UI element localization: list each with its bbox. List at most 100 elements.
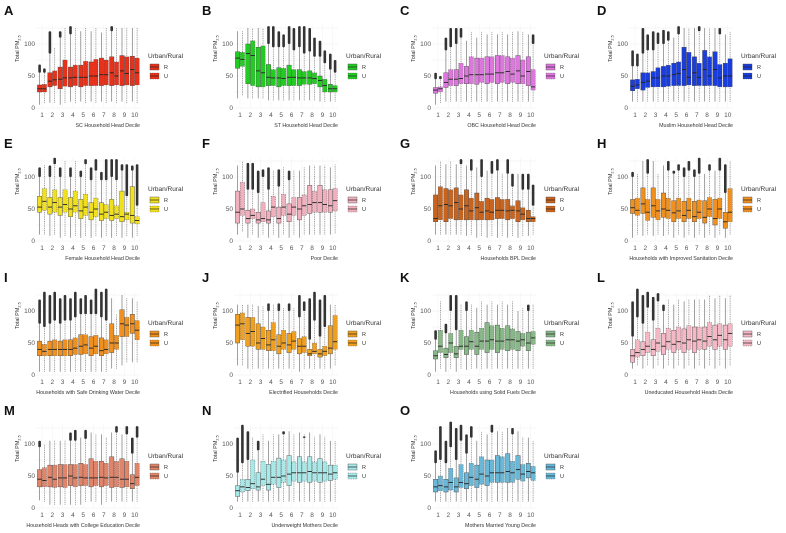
x-tick-label: 3 — [259, 245, 263, 252]
y-tick-label: 50 — [621, 206, 629, 213]
x-axis-title: Underweight Mothers Decile — [271, 523, 338, 529]
legend-label-r: R — [164, 332, 168, 338]
outlier-points-u — [511, 428, 514, 435]
box-r-decile-4 — [68, 197, 73, 217]
outlier-points-u — [292, 28, 296, 51]
box-r-decile-2 — [640, 341, 646, 357]
outlier-points-u — [531, 34, 535, 44]
box-r-decile-8 — [109, 456, 115, 488]
outlier-points-r — [58, 298, 62, 324]
box-u-decile-10 — [530, 466, 536, 481]
y-axis-title-text: Total PM — [411, 40, 417, 62]
x-tick-label: 5 — [477, 245, 481, 252]
box-u-decile-6 — [291, 197, 297, 216]
outlier-points-r — [131, 165, 134, 171]
box-u-decile-3 — [62, 189, 68, 213]
box-u-decile-7 — [499, 456, 505, 483]
box-u-decile-10 — [332, 188, 338, 212]
outlier-points-r — [434, 450, 437, 464]
y-tick-label: 100 — [222, 441, 233, 448]
y-axis-title-subscript: 2.5 — [414, 302, 418, 307]
x-axis-title: Mothers Married Young Decile — [465, 523, 536, 529]
box-u-decile-8 — [707, 322, 712, 347]
panel-letter: C — [400, 3, 410, 18]
outlier-points-r — [110, 159, 113, 177]
box-r-decile-4 — [661, 192, 666, 218]
y-tick-label: 0 — [229, 238, 233, 245]
box-r-decile-6 — [484, 56, 490, 84]
panel-letter: E — [4, 136, 13, 151]
box-u-decile-1 — [438, 475, 443, 491]
outlier-points-u — [272, 26, 275, 48]
box-u-decile-9 — [717, 197, 723, 219]
y-tick-label: 0 — [229, 372, 233, 379]
legend-title: Urban/Rural — [148, 53, 184, 60]
outlier-points-u — [459, 424, 463, 441]
legend-label-r: R — [560, 65, 564, 71]
x-tick-label: 5 — [81, 379, 85, 386]
box-r-decile-7 — [98, 461, 104, 488]
box-u-decile-3 — [260, 461, 266, 486]
box-u-decile-9 — [520, 464, 526, 482]
box-u-decile-4 — [270, 461, 276, 485]
x-tick-label: 1 — [40, 112, 44, 119]
outlier-points-u — [656, 32, 660, 44]
box-r-decile-1 — [37, 195, 43, 213]
y-axis-title-subscript: 2.5 — [216, 35, 220, 40]
x-tick-label: 10 — [527, 245, 535, 252]
box-u-decile-10 — [530, 69, 536, 91]
outlier-points-r — [277, 169, 281, 187]
outlier-points-r — [110, 26, 113, 32]
x-tick-label: 3 — [61, 512, 65, 519]
x-tick-label: 8 — [112, 379, 116, 386]
y-axis-title: Total PM2.5 — [213, 168, 220, 195]
box-u-decile-3 — [62, 339, 68, 356]
box-r-decile-3 — [57, 197, 63, 216]
outlier-points-r — [48, 165, 52, 177]
legend-label-r: R — [164, 198, 168, 204]
y-tick-label: 50 — [28, 340, 36, 347]
x-tick-label: 10 — [329, 512, 337, 519]
box-u-decile-4 — [468, 463, 474, 486]
box-u-decile-8 — [312, 342, 317, 355]
box-r-decile-5 — [276, 334, 282, 355]
x-axis-title: Electrified Households Decile — [269, 390, 338, 396]
box-r-decile-1 — [235, 51, 240, 69]
box-u-decile-7 — [696, 326, 702, 350]
y-axis-title-text: Total PM — [411, 173, 417, 195]
box-u-decile-2 — [52, 189, 58, 213]
outlier-points-r — [506, 159, 509, 174]
outlier-points-r — [631, 301, 634, 337]
outlier-points-u — [53, 157, 56, 165]
outlier-points-r — [256, 170, 260, 193]
legend: Urban/Rural RU — [346, 53, 382, 80]
legend: Urban/Rural RU — [544, 186, 580, 213]
x-tick-label: 2 — [248, 379, 252, 386]
box-u-decile-5 — [479, 57, 484, 83]
box-r-decile-2 — [245, 479, 251, 491]
y-axis-title: Total PM2.5 — [608, 168, 615, 195]
box-u-decile-5 — [83, 61, 89, 86]
outlier-points-u — [667, 161, 670, 171]
outlier-points-r — [38, 64, 41, 73]
box-u-decile-3 — [458, 464, 464, 488]
box-u-decile-9 — [124, 461, 130, 488]
box-r-decile-9 — [712, 51, 718, 86]
legend-label-r: R — [560, 198, 564, 204]
x-tick-label: 4 — [664, 379, 668, 386]
box-u-decile-6 — [489, 199, 495, 221]
box-r-decile-4 — [68, 339, 73, 356]
x-axis-title: OBC Household Head Decile — [467, 123, 536, 129]
x-tick-label: 8 — [310, 112, 314, 119]
x-tick-label: 6 — [92, 245, 96, 252]
box-r-decile-5 — [474, 57, 480, 85]
outlier-points-r — [724, 164, 727, 193]
